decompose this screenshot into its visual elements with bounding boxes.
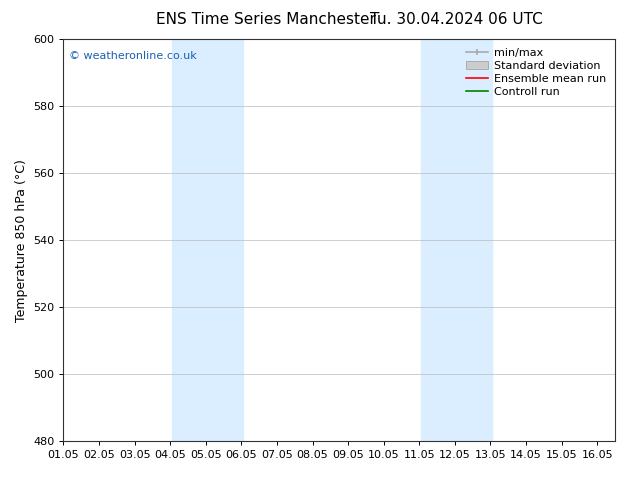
Text: Tu. 30.04.2024 06 UTC: Tu. 30.04.2024 06 UTC [370, 12, 543, 27]
Bar [172, 39, 243, 441]
Legend: min/max, Standard deviation, Ensemble mean run, Controll run: min/max, Standard deviation, Ensemble me… [463, 45, 609, 100]
Y-axis label: Temperature 850 hPa (°C): Temperature 850 hPa (°C) [15, 159, 27, 321]
Text: ENS Time Series Manchester: ENS Time Series Manchester [157, 12, 376, 27]
Bar [421, 39, 492, 441]
Text: © weatheronline.co.uk: © weatheronline.co.uk [69, 51, 197, 61]
